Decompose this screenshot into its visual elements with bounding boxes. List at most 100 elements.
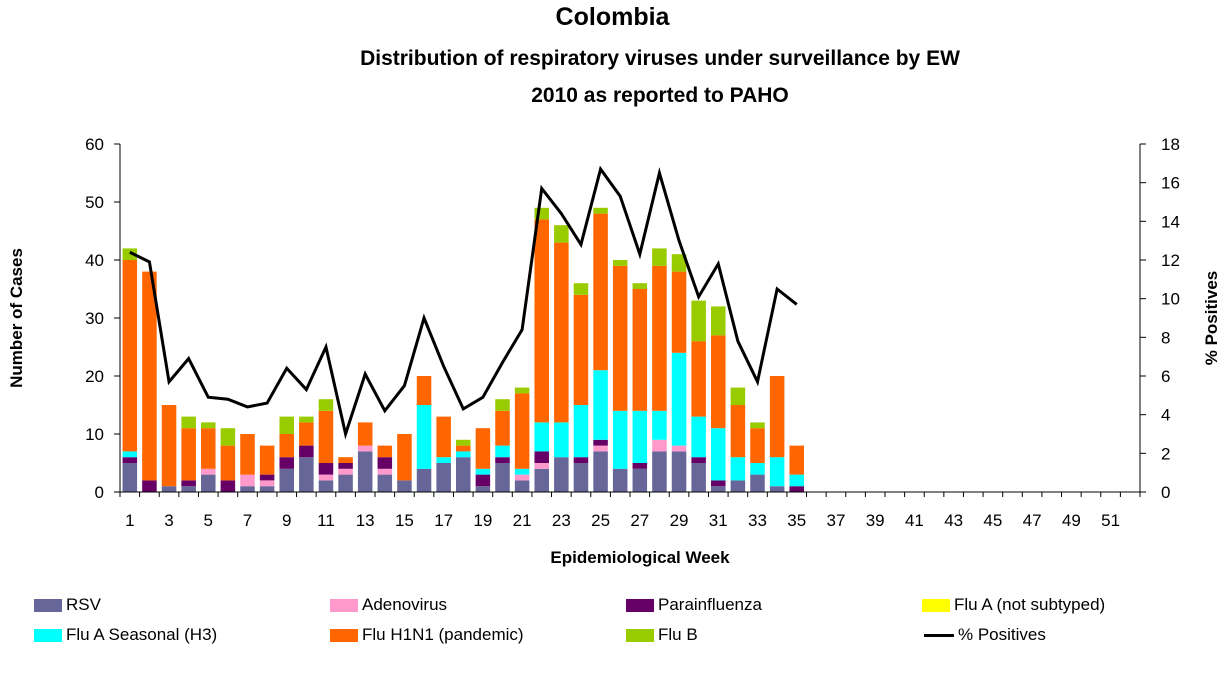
bar-segment-rsv bbox=[122, 463, 138, 492]
bar-segment-adenovirus bbox=[652, 439, 667, 452]
bar-segment-flu-a-seasonal-h3 bbox=[495, 445, 510, 458]
bar-segment-flu-b bbox=[122, 248, 138, 260]
bar-segment-flu-b bbox=[181, 416, 196, 429]
bar-segment-flu-a-seasonal-h3 bbox=[652, 410, 667, 440]
x-tick-label: 9 bbox=[282, 511, 291, 530]
y2-tick-label: 16 bbox=[1161, 174, 1180, 193]
bar-segment-flu-h1n1-pandemic bbox=[769, 376, 785, 458]
bar-segment-flu-b bbox=[554, 225, 569, 243]
bar-segment-flu-a-seasonal-h3 bbox=[573, 405, 589, 458]
bar-segment-parainfluenza bbox=[534, 451, 549, 463]
bar-segment-flu-b bbox=[750, 422, 765, 429]
bar-segment-flu-h1n1-pandemic bbox=[259, 445, 275, 475]
bar-segment-rsv bbox=[534, 468, 549, 492]
positives-line bbox=[129, 165, 798, 440]
x-tick-label: 27 bbox=[630, 511, 649, 530]
x-tick-label: 49 bbox=[1062, 511, 1081, 530]
bar-segment-rsv bbox=[416, 468, 432, 492]
y2-tick-label: 8 bbox=[1161, 328, 1170, 347]
bar-segment-rsv bbox=[357, 451, 373, 492]
bar-segment-rsv bbox=[318, 480, 334, 492]
y2-tick-label: 10 bbox=[1161, 290, 1180, 309]
bar-segment-flu-b bbox=[514, 387, 530, 394]
bar-segment-flu-h1n1-pandemic bbox=[142, 271, 157, 481]
x-tick-label: 15 bbox=[395, 511, 414, 530]
bar-segment-flu-h1n1-pandemic bbox=[711, 335, 726, 429]
bar-segment-rsv bbox=[554, 457, 569, 492]
bar-segment-rsv bbox=[456, 457, 471, 492]
bar-segment-parainfluenza bbox=[279, 457, 294, 469]
x-tick-label: 17 bbox=[434, 511, 453, 530]
x-tick-label: 19 bbox=[473, 511, 492, 530]
y2-tick-label: 12 bbox=[1161, 251, 1180, 270]
x-tick-label: 13 bbox=[356, 511, 375, 530]
bar-segment-rsv bbox=[181, 486, 196, 492]
bar-segment-flu-h1n1-pandemic bbox=[554, 242, 569, 423]
y-tick-label: 30 bbox=[85, 309, 104, 328]
bar-segment-rsv bbox=[769, 486, 785, 492]
y-axis-label: Number of Cases bbox=[7, 248, 26, 388]
bar-segment-flu-h1n1-pandemic bbox=[730, 405, 746, 458]
bar-segment-parainfluenza bbox=[338, 463, 353, 469]
bar-segment-flu-h1n1-pandemic bbox=[122, 260, 138, 452]
bar-segment-flu-a-seasonal-h3 bbox=[671, 352, 687, 446]
bar-segment-flu-h1n1-pandemic bbox=[691, 341, 706, 417]
bar-segment-rsv bbox=[612, 468, 628, 492]
bar-segment-flu-h1n1-pandemic bbox=[357, 422, 373, 446]
bar-segment-parainfluenza bbox=[377, 457, 393, 469]
bar-segment-flu-h1n1-pandemic bbox=[495, 410, 510, 446]
bar-segment-adenovirus bbox=[514, 474, 530, 481]
bar-segment-rsv bbox=[240, 486, 255, 492]
y-tick-label: 0 bbox=[95, 483, 104, 502]
bar-segment-flu-h1n1-pandemic bbox=[220, 445, 236, 481]
bar-segment-flu-h1n1-pandemic bbox=[573, 294, 589, 405]
bar-segment-flu-a-seasonal-h3 bbox=[514, 468, 530, 475]
bar-segment-flu-b bbox=[612, 260, 628, 266]
x-tick-label: 45 bbox=[983, 511, 1002, 530]
bar-segment-flu-h1n1-pandemic bbox=[377, 445, 393, 458]
bar-segment-parainfluenza bbox=[122, 457, 138, 463]
bar-segment-rsv bbox=[691, 463, 706, 492]
bar-segment-adenovirus bbox=[357, 445, 373, 452]
bar-segment-rsv bbox=[632, 468, 648, 492]
bar-segment-flu-h1n1-pandemic bbox=[750, 428, 765, 463]
bar-segment-flu-h1n1-pandemic bbox=[299, 422, 314, 446]
bar-group bbox=[122, 207, 804, 492]
bar-segment-rsv bbox=[711, 486, 726, 492]
bar-segment-parainfluenza bbox=[318, 463, 334, 475]
x-tick-label: 47 bbox=[1023, 511, 1042, 530]
bar-segment-rsv bbox=[475, 486, 491, 492]
bar-segment-flu-a-seasonal-h3 bbox=[122, 451, 138, 458]
bar-segment-rsv bbox=[397, 480, 412, 492]
bar-segment-parainfluenza bbox=[299, 445, 314, 458]
bar-segment-parainfluenza bbox=[142, 480, 157, 492]
bar-segment-adenovirus bbox=[201, 468, 216, 475]
bar-segment-flu-b bbox=[456, 439, 471, 446]
chart-subtitle-line2: 2010 as reported to PAHO bbox=[531, 84, 789, 107]
bar-segment-rsv bbox=[573, 463, 589, 492]
y2-tick-label: 2 bbox=[1161, 444, 1170, 463]
y-tick-label: 60 bbox=[85, 135, 104, 154]
x-tick-label: 25 bbox=[591, 511, 610, 530]
bar-segment-flu-h1n1-pandemic bbox=[181, 428, 196, 481]
bar-segment-flu-b bbox=[220, 428, 236, 446]
bar-segment-flu-h1n1-pandemic bbox=[534, 219, 549, 423]
bar-segment-flu-a-seasonal-h3 bbox=[789, 474, 804, 487]
bar-segment-flu-h1n1-pandemic bbox=[593, 213, 608, 371]
chart-title: Colombia bbox=[555, 3, 670, 31]
bar-segment-parainfluenza bbox=[691, 457, 706, 463]
bar-segment-parainfluenza bbox=[495, 457, 510, 463]
x-tick-label: 41 bbox=[905, 511, 924, 530]
bar-segment-rsv bbox=[259, 486, 275, 492]
x-tick-label: 3 bbox=[164, 511, 173, 530]
x-tick-label: 39 bbox=[866, 511, 885, 530]
x-tick-label: 43 bbox=[944, 511, 963, 530]
bar-segment-parainfluenza bbox=[789, 486, 804, 492]
bar-segment-flu-h1n1-pandemic bbox=[652, 265, 667, 411]
x-tick-label: 5 bbox=[204, 511, 213, 530]
bar-segment-rsv bbox=[730, 480, 746, 492]
x-tick-label: 7 bbox=[243, 511, 252, 530]
bar-segment-flu-b bbox=[632, 283, 648, 289]
bar-segment-flu-a-seasonal-h3 bbox=[632, 410, 648, 463]
